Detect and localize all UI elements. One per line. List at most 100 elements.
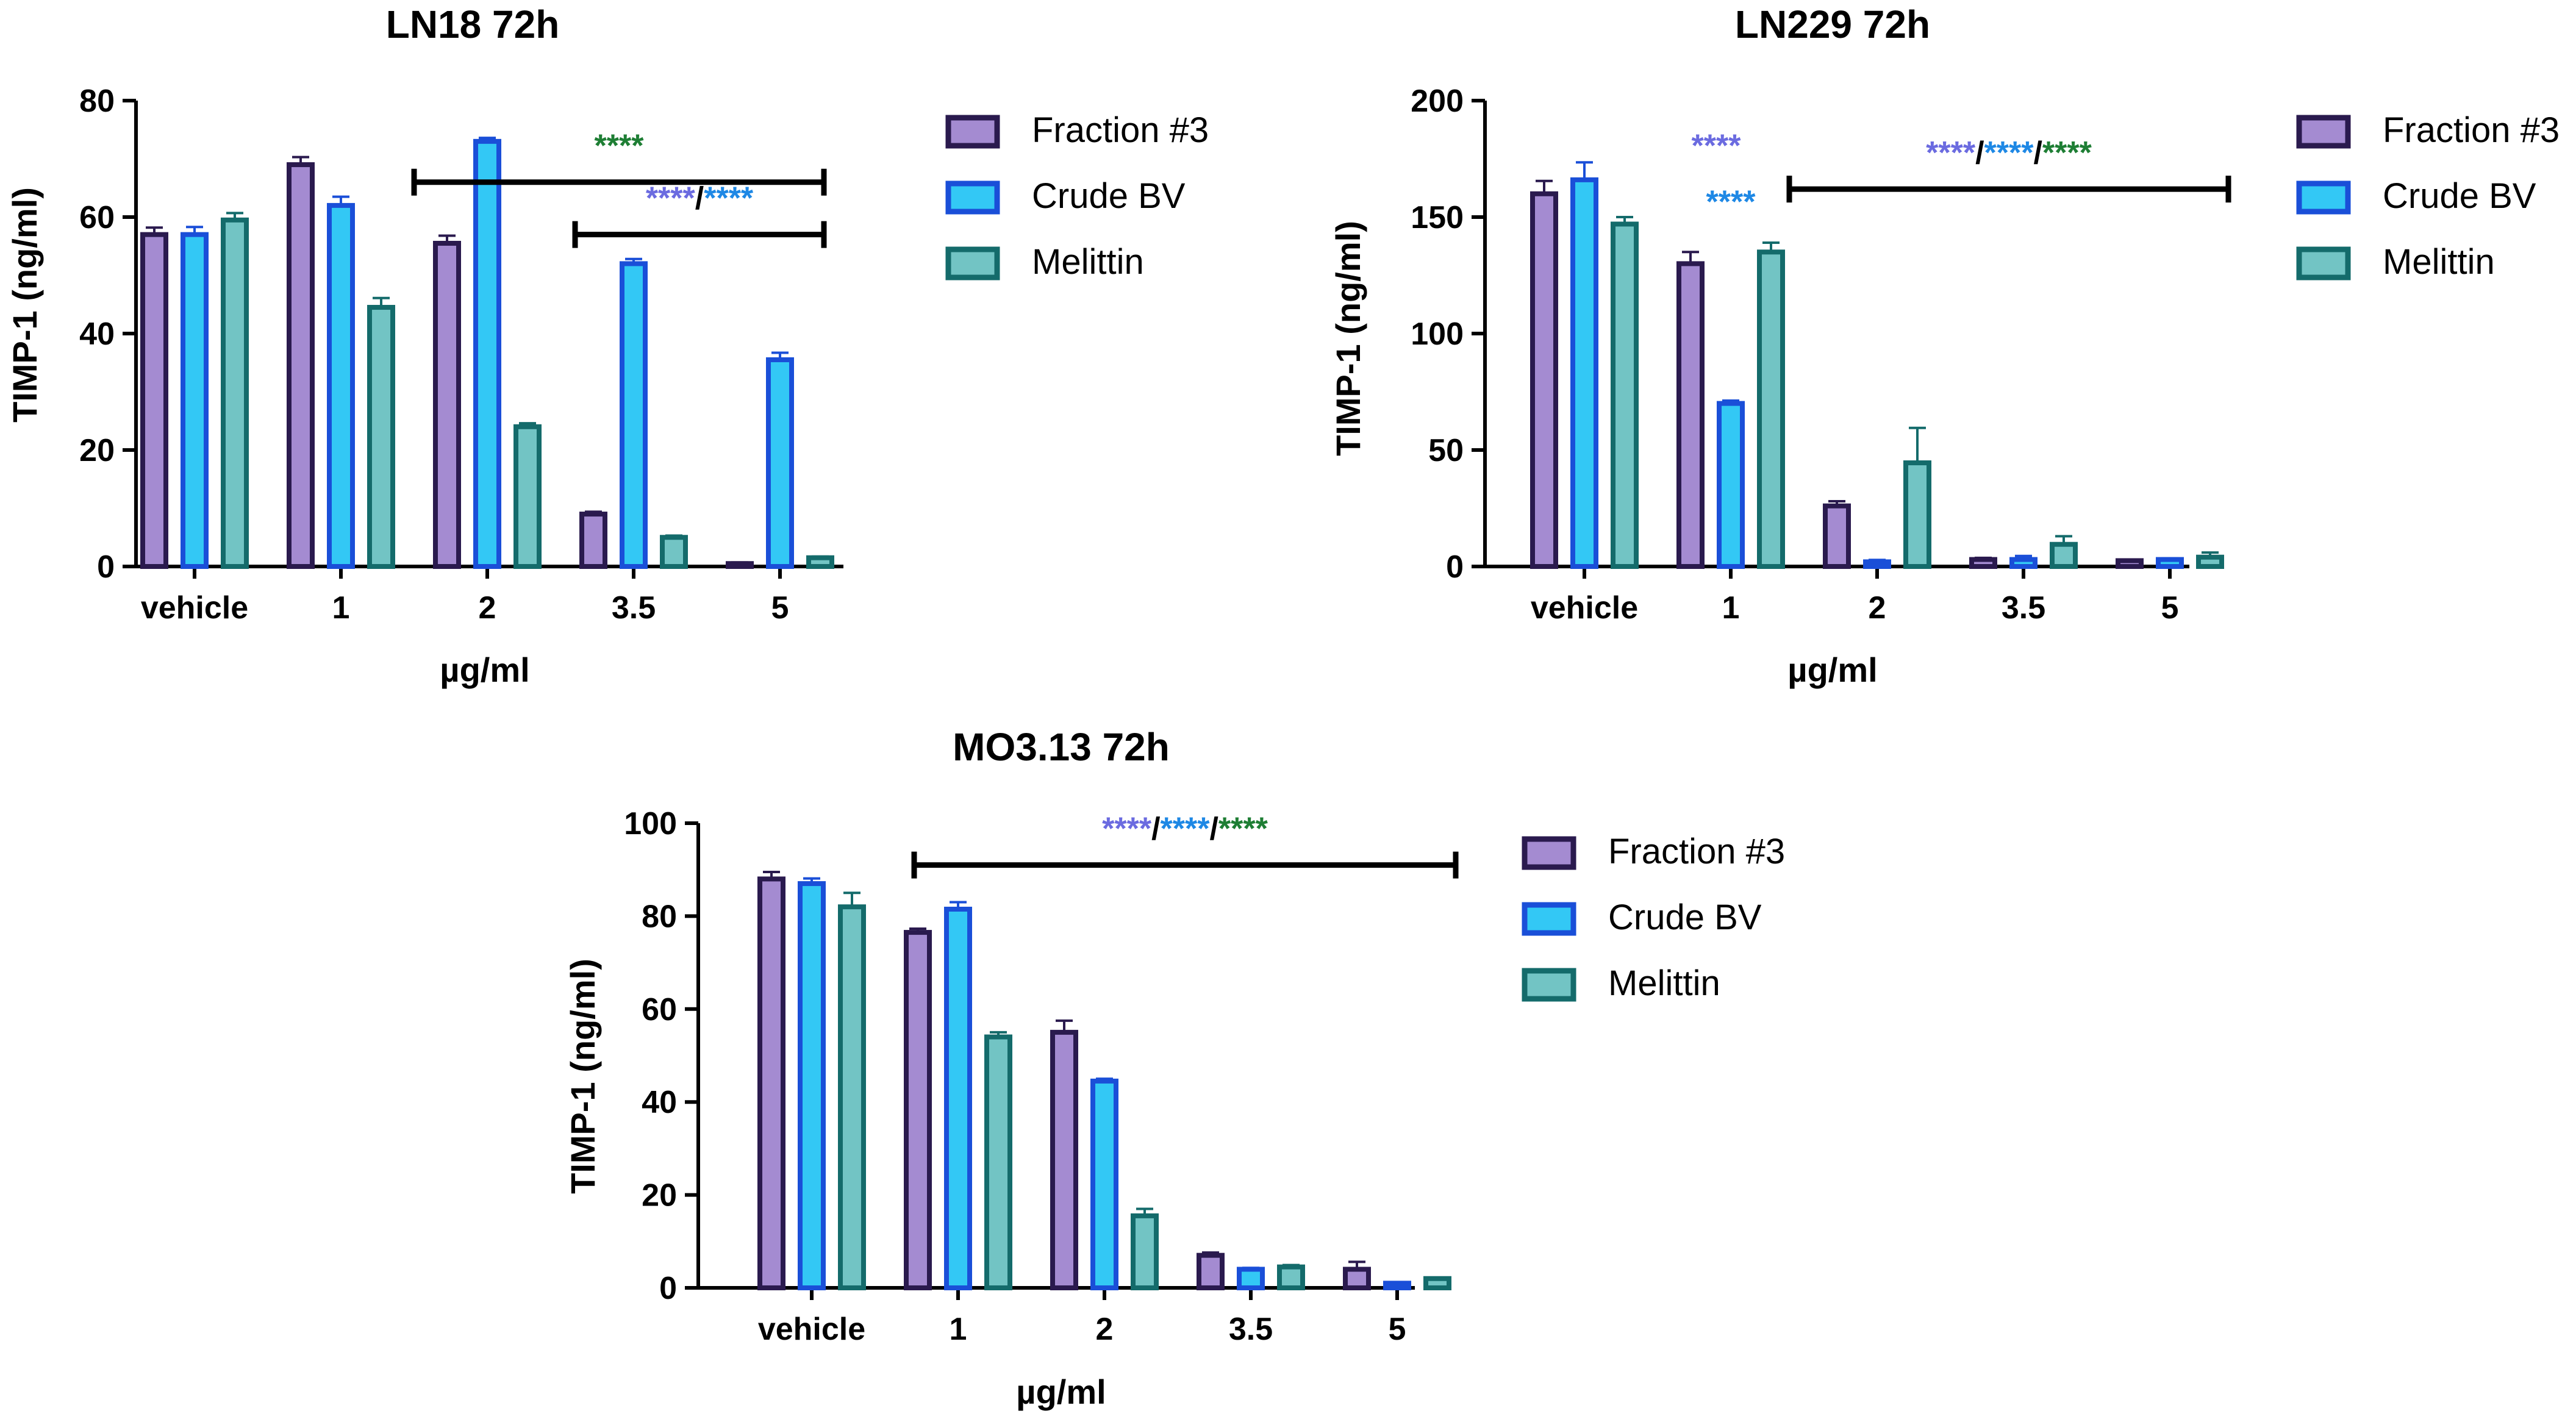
- x-axis-label: µg/ml: [1787, 651, 1877, 689]
- legend: Fraction #3 Crude BV Melittin: [945, 110, 1209, 282]
- bar: [221, 217, 249, 569]
- chart-title: LN18 72h: [386, 2, 560, 46]
- significance-part: ****: [704, 181, 754, 216]
- significance-part: /: [1151, 812, 1160, 847]
- bar: [2050, 541, 2078, 570]
- significance-part: ****: [1218, 812, 1268, 847]
- significance-stars: ****/****/****: [1926, 135, 2092, 171]
- chart-mo313: MO3.13 72h TIMP-1 (ng/ml) µg/ml 0 20 40 60 8…: [564, 725, 1785, 1411]
- significance-part: ****: [1984, 135, 2034, 171]
- x-tick-label: 5: [1389, 1312, 1406, 1347]
- y-axis-label: TIMP-1 (ng/ml): [564, 959, 602, 1194]
- y-axis-label: TIMP-1 (ng/ml): [5, 187, 44, 423]
- x-tick-label: vehicle: [1531, 590, 1638, 626]
- legend-swatch: [1522, 836, 1576, 870]
- significance-part: ****: [1692, 129, 1742, 164]
- bar: [367, 305, 395, 569]
- y-tick-label: 0: [659, 1271, 677, 1306]
- bar: [513, 424, 542, 569]
- legend-swatch: [945, 180, 1000, 215]
- x-tick-label: 1: [332, 590, 350, 626]
- bar: [327, 202, 355, 569]
- y-tick-label: 0: [1446, 549, 1464, 585]
- x-axis-label: µg/ml: [440, 651, 529, 689]
- bar: [433, 240, 461, 570]
- bar: [726, 561, 754, 569]
- bar: [1197, 1252, 1225, 1290]
- significance-part: /: [2033, 135, 2042, 171]
- significance-part: ****: [1926, 135, 1976, 171]
- bar: [1090, 1078, 1118, 1291]
- bar: [1530, 191, 1558, 569]
- legend-label: Melittin: [1608, 963, 1720, 1003]
- legend-label: Fraction #3: [2383, 110, 2560, 150]
- significance-part: /: [695, 181, 704, 216]
- legend-label: Crude BV: [1608, 898, 1762, 937]
- bar: [579, 512, 607, 569]
- x-tick-label: 2: [479, 590, 496, 626]
- x-tick-label: vehicle: [758, 1312, 865, 1347]
- bar: [1131, 1213, 1159, 1291]
- x-tick-label: 3.5: [1229, 1312, 1273, 1347]
- legend-swatch: [2296, 115, 2351, 149]
- bar: [757, 876, 785, 1290]
- significance-part: ****: [646, 181, 696, 216]
- y-tick-label: 60: [642, 992, 677, 1027]
- chart-ln229: LN229 72h TIMP-1 (ng/ml) µg/ml 0 50 100 150…: [1329, 2, 2560, 689]
- bar: [660, 535, 688, 569]
- y-tick-label: 200: [1411, 84, 1464, 119]
- bar: [287, 162, 315, 569]
- bar: [2009, 557, 2038, 569]
- bar: [1611, 221, 1639, 569]
- bar: [1823, 503, 1851, 569]
- significance-stars: ****/****: [646, 181, 754, 216]
- bar: [1050, 1029, 1078, 1291]
- y-tick-label: 20: [79, 433, 115, 468]
- x-tick-label: 5: [771, 590, 789, 626]
- x-tick-label: 2: [1096, 1312, 1114, 1347]
- legend-swatch: [2296, 246, 2351, 280]
- y-tick-label: 100: [624, 806, 677, 841]
- legend-swatch: [1522, 968, 1576, 1002]
- significance-part: /: [1209, 812, 1218, 847]
- bar: [1343, 1267, 1371, 1291]
- x-tick-label: 3.5: [2002, 590, 2045, 626]
- x-tick-label: 1: [950, 1312, 967, 1347]
- significance-stars: ****/****/****: [1102, 812, 1268, 847]
- y-tick-label: 0: [97, 549, 115, 585]
- legend: Fraction #3 Crude BV Melittin: [2296, 110, 2560, 282]
- significance-part: ****: [1102, 812, 1152, 847]
- bar: [1903, 460, 1931, 570]
- legend-label: Crude BV: [2383, 176, 2536, 216]
- y-tick-label: 150: [1411, 200, 1464, 235]
- bar: [904, 930, 932, 1290]
- legend-label: Fraction #3: [1032, 110, 1209, 150]
- x-tick-label: 1: [1722, 590, 1740, 626]
- bar: [806, 555, 834, 569]
- x-tick-label: 2: [1869, 590, 1886, 626]
- bar: [1237, 1267, 1265, 1291]
- y-tick-label: 80: [79, 84, 115, 119]
- bar: [838, 904, 866, 1291]
- y-tick-label: 50: [1428, 433, 1464, 468]
- significance-part: ****: [595, 129, 645, 164]
- legend-swatch: [1522, 902, 1576, 936]
- x-tick-label: 3.5: [612, 590, 656, 626]
- legend-swatch: [945, 115, 1000, 149]
- bar: [1570, 177, 1598, 569]
- bar: [944, 906, 972, 1290]
- significance-part: ****: [1706, 184, 1756, 220]
- y-axis-label: TIMP-1 (ng/ml): [1329, 221, 1367, 456]
- legend: Fraction #3 Crude BV Melittin: [1522, 832, 1785, 1003]
- bar: [2116, 558, 2144, 570]
- bar: [2156, 557, 2184, 569]
- y-tick-label: 80: [642, 899, 677, 934]
- chart-title: LN229 72h: [1735, 2, 1930, 46]
- bar: [1969, 557, 1997, 569]
- legend-label: Fraction #3: [1608, 832, 1785, 871]
